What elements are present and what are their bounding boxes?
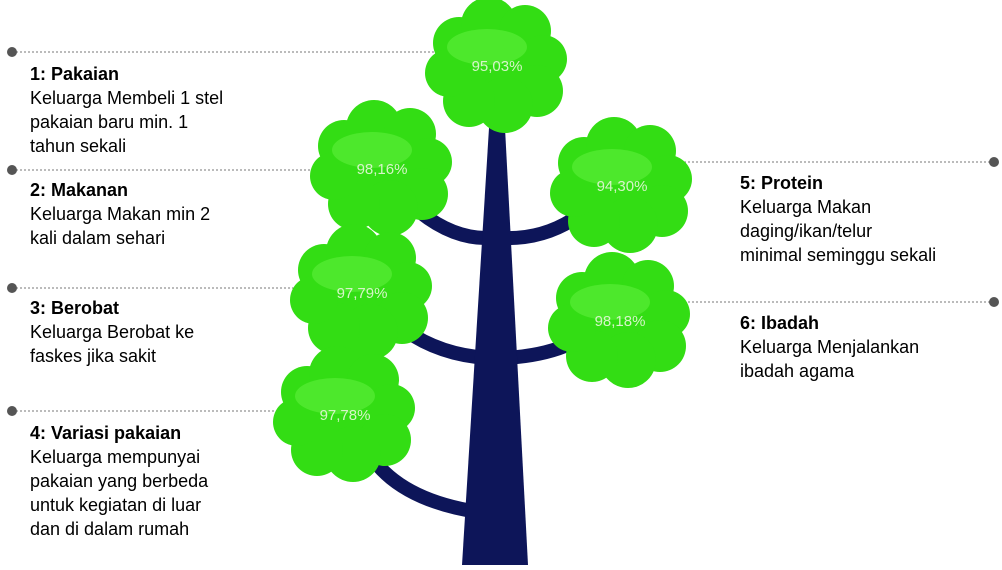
leader-dot bbox=[989, 157, 999, 167]
item-title: 5: Protein bbox=[740, 173, 823, 193]
item-description: Keluarga Makan min 2 bbox=[30, 204, 210, 224]
leader-dot bbox=[7, 406, 17, 416]
item-description: daging/ikan/telur bbox=[740, 221, 872, 241]
cloud: 98,16% bbox=[310, 100, 452, 236]
cloud-value: 94,30% bbox=[597, 178, 648, 195]
item-description: ibadah agama bbox=[740, 361, 855, 381]
cloud-value: 95,03% bbox=[472, 58, 523, 75]
cloud: 95,03% bbox=[425, 0, 567, 133]
leader-dot bbox=[7, 283, 17, 293]
item-description: Keluarga Menjalankan bbox=[740, 337, 919, 357]
item-description: faskes jika sakit bbox=[30, 346, 156, 366]
item-title: 2: Makanan bbox=[30, 180, 128, 200]
item-title: 3: Berobat bbox=[30, 298, 119, 318]
item-description: Keluarga Berobat ke bbox=[30, 322, 194, 342]
branch bbox=[500, 220, 572, 238]
leader-dot bbox=[7, 165, 17, 175]
infographic: 95,03% 98,16% 97,79% 97,78% 94,30% 98,18% 1: … bbox=[0, 0, 1002, 565]
item-description: Keluarga mempunyai bbox=[30, 447, 200, 467]
item-title: 4: Variasi pakaian bbox=[30, 423, 181, 443]
item-title: 1: Pakaian bbox=[30, 64, 119, 84]
item-description: untuk kegiatan di luar bbox=[30, 495, 201, 515]
item-description: Keluarga Membeli 1 stel bbox=[30, 88, 223, 108]
cloud: 97,79% bbox=[290, 224, 432, 360]
cloud-value: 97,78% bbox=[320, 407, 371, 424]
item-description: tahun sekali bbox=[30, 136, 126, 156]
cloud: 97,78% bbox=[273, 346, 415, 482]
leader-dot bbox=[7, 47, 17, 57]
cloud: 98,18% bbox=[548, 252, 690, 388]
item-description: dan di dalam rumah bbox=[30, 519, 189, 539]
item-description: minimal seminggu sekali bbox=[740, 245, 936, 265]
cloud-value: 97,79% bbox=[337, 285, 388, 302]
item-description: pakaian yang berbeda bbox=[30, 471, 209, 491]
item-description: Keluarga Makan bbox=[740, 197, 871, 217]
cloud-value: 98,16% bbox=[357, 161, 408, 178]
item-description: pakaian baru min. 1 bbox=[30, 112, 188, 132]
leader-dot bbox=[989, 297, 999, 307]
trunk bbox=[462, 128, 528, 565]
cloud-value: 98,18% bbox=[595, 313, 646, 330]
item-description: kali dalam sehari bbox=[30, 228, 165, 248]
item-title: 6: Ibadah bbox=[740, 313, 819, 333]
cloud: 94,30% bbox=[550, 117, 692, 253]
